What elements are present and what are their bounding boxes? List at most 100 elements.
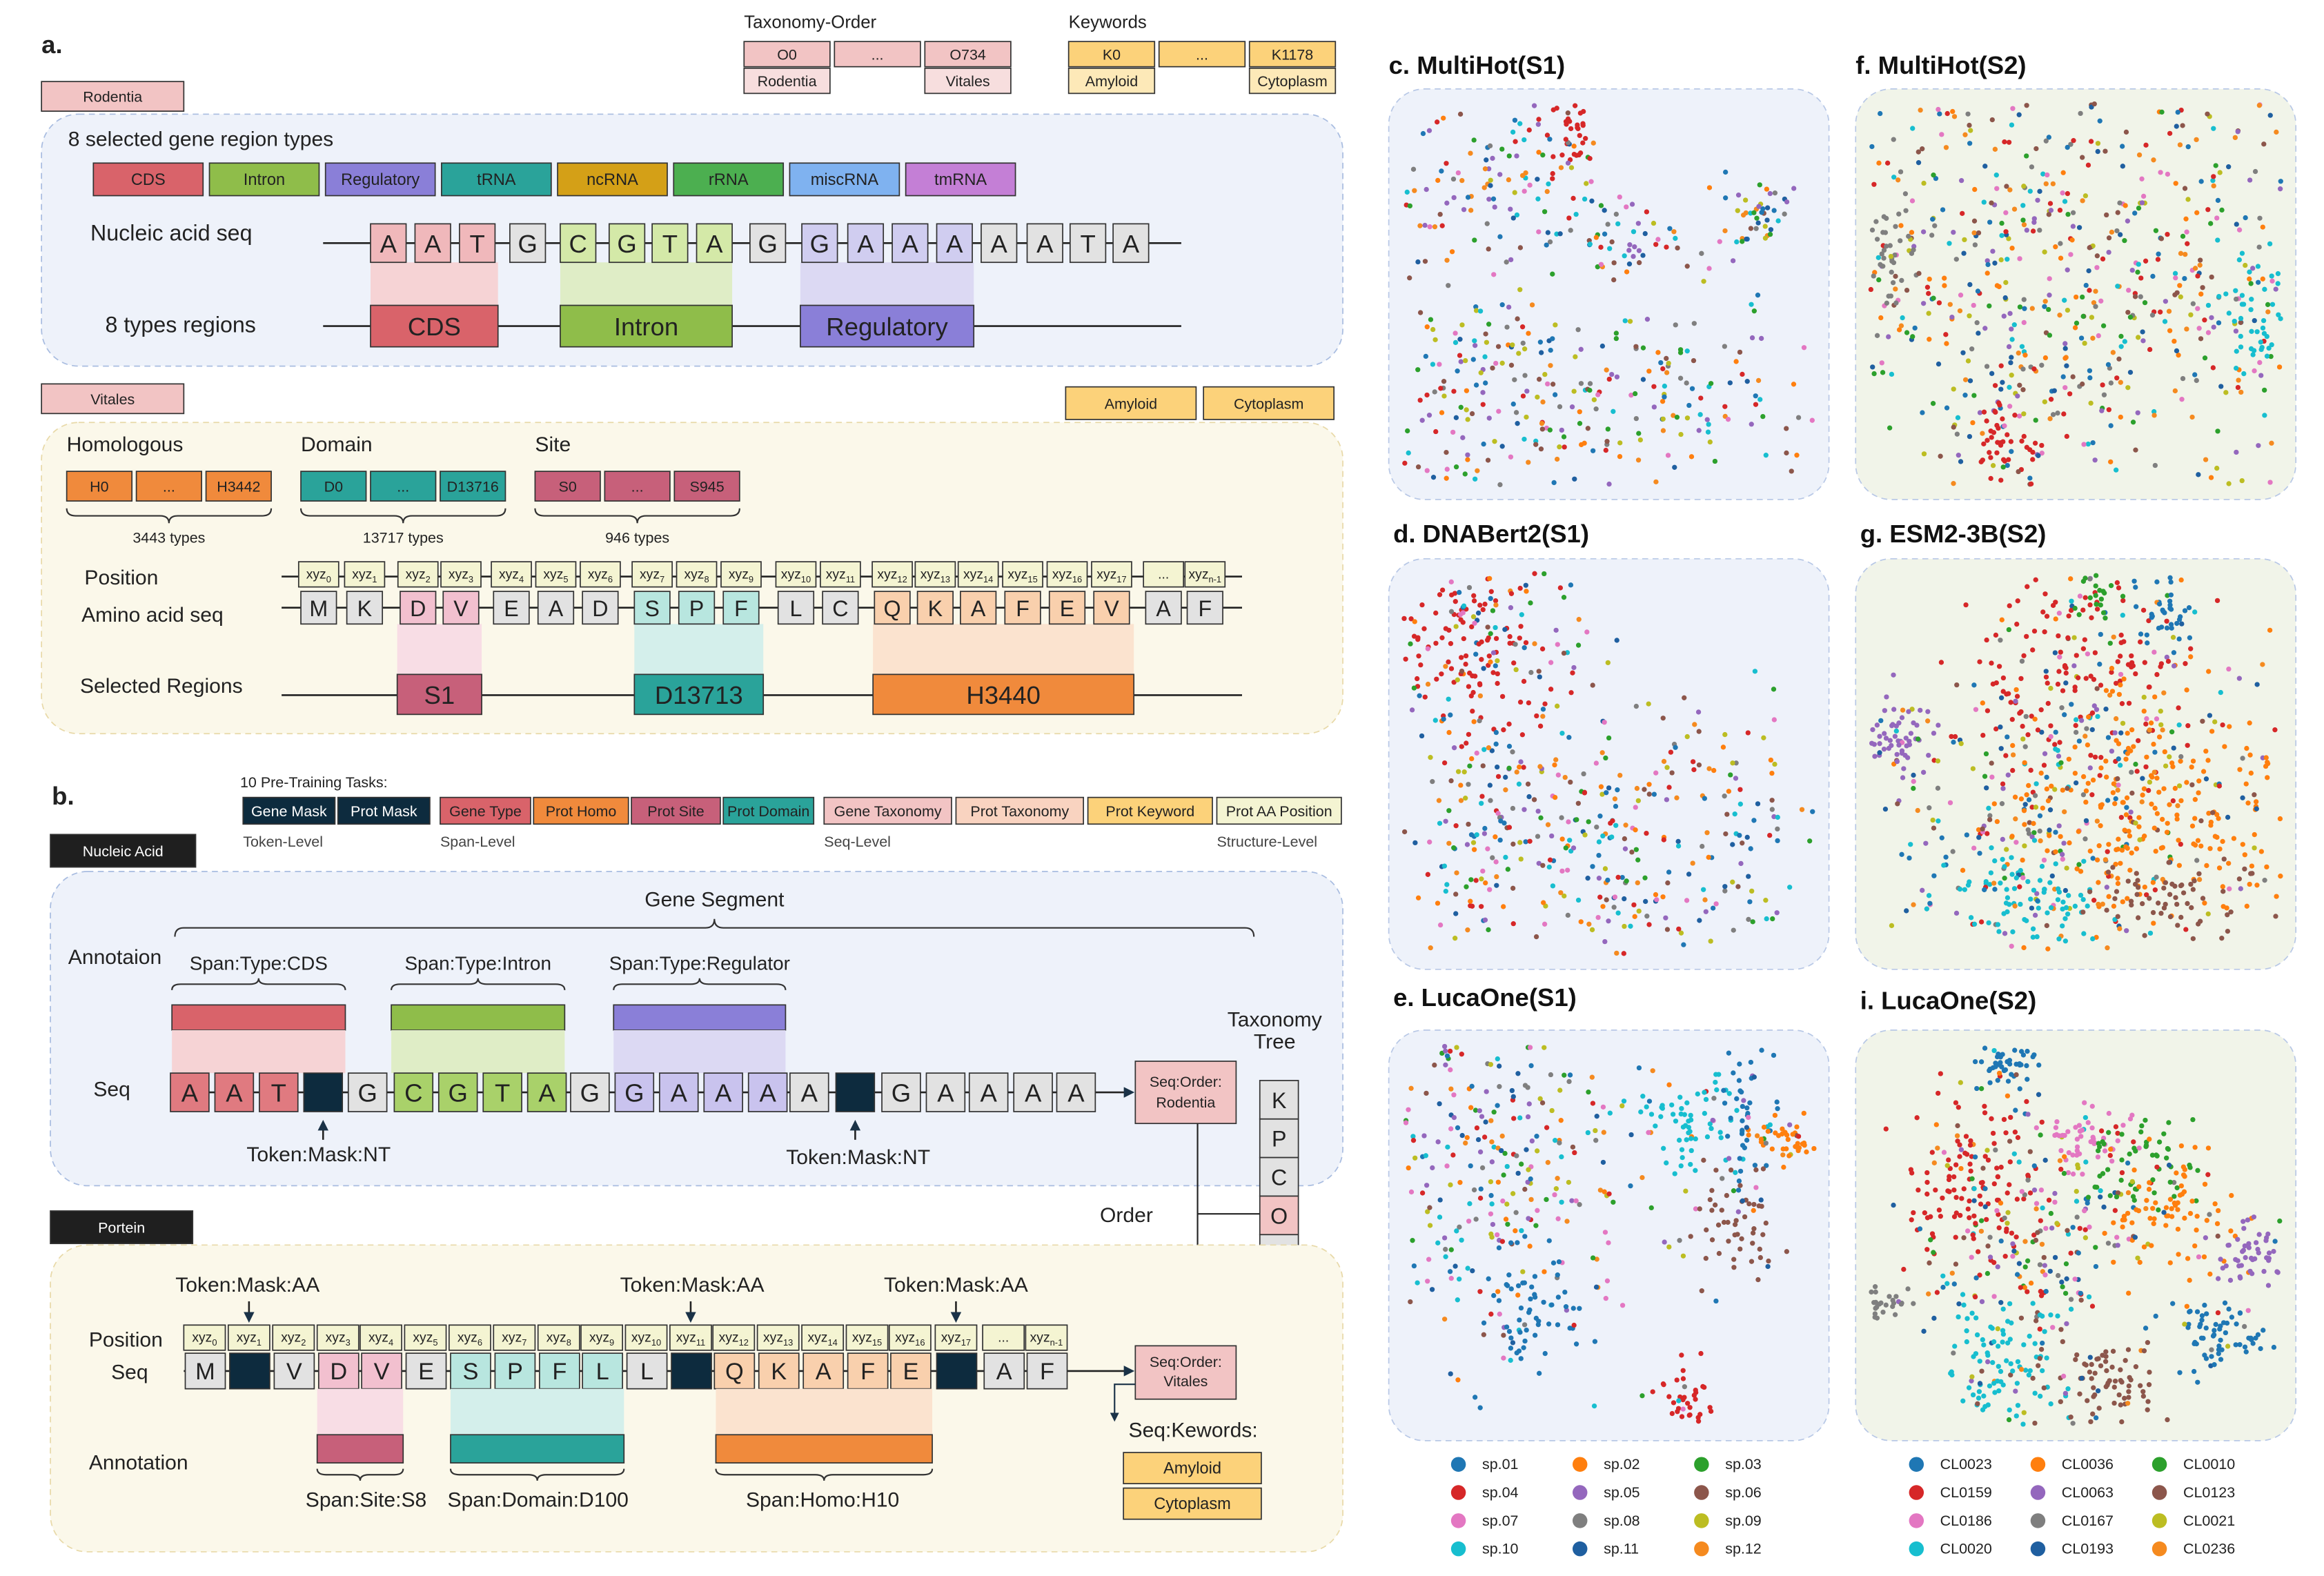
point [1550, 336, 1555, 342]
amino-acid-label: V [453, 596, 469, 621]
point [2129, 790, 2135, 796]
point [1911, 1301, 1916, 1306]
point [2185, 742, 2190, 748]
point [1664, 355, 1669, 362]
point [2058, 1327, 2064, 1332]
point [1484, 221, 1490, 226]
position-base: xyz [326, 1330, 346, 1345]
point [1927, 337, 1932, 342]
point [1731, 1257, 1737, 1262]
point [1708, 381, 1714, 386]
point [1958, 178, 1964, 184]
point [2013, 875, 2019, 880]
point [1515, 1292, 1521, 1298]
point [1471, 1187, 1477, 1193]
point [1971, 845, 1977, 851]
legend-swatch [1909, 1457, 1924, 1472]
point [1482, 354, 1488, 359]
point [2072, 903, 2078, 909]
point [2040, 171, 2046, 177]
position-box [272, 1324, 315, 1351]
point [1755, 1277, 1761, 1283]
point [1510, 1094, 1516, 1099]
point [1460, 435, 1466, 440]
nucleotide [1056, 1072, 1096, 1112]
point [2243, 262, 2248, 268]
point [1585, 426, 1591, 431]
point [2062, 355, 2068, 361]
point [1725, 1134, 1731, 1139]
point [1498, 818, 1504, 824]
point [2094, 857, 2100, 863]
point [2076, 612, 2082, 618]
point [1938, 1071, 1943, 1076]
point [1959, 1196, 1964, 1201]
point [1457, 1277, 1462, 1282]
point [2028, 1280, 2034, 1286]
point [2106, 1110, 2111, 1116]
point [1517, 245, 1524, 250]
point [1740, 840, 1745, 846]
point [2247, 881, 2252, 887]
position-sub: 15 [872, 1337, 882, 1348]
point [1416, 653, 1421, 659]
point [1507, 633, 1513, 640]
point [2203, 748, 2209, 754]
brace [299, 508, 506, 524]
point [2160, 609, 2166, 614]
point [2034, 891, 2040, 896]
point [1490, 650, 1497, 656]
point [1536, 669, 1542, 674]
point [2185, 900, 2190, 907]
point [1464, 407, 1469, 413]
point [2062, 1290, 2069, 1296]
legend-label: CL0186 [1940, 1513, 1992, 1529]
point [2007, 1061, 2013, 1067]
point [1935, 758, 1941, 764]
point [1517, 1330, 1523, 1335]
point [1996, 1343, 2001, 1349]
point [1702, 897, 1708, 903]
point [1920, 410, 1925, 415]
amino-acid-label: K [357, 596, 373, 621]
point [1704, 417, 1710, 422]
point [1673, 322, 1678, 328]
point [1753, 1167, 1759, 1173]
point [2226, 164, 2232, 170]
point [1737, 787, 1743, 792]
region-shade [613, 1030, 786, 1074]
point [1960, 210, 1965, 216]
point [1501, 727, 1506, 733]
point [1558, 890, 1564, 896]
point [2025, 1258, 2031, 1263]
mask-token [303, 1072, 344, 1112]
point [1557, 1087, 1563, 1093]
point [1401, 829, 1408, 835]
position-base: xyz [457, 1330, 477, 1345]
point [1758, 1136, 1764, 1142]
point [2030, 934, 2036, 940]
point [1874, 333, 1880, 338]
point [1750, 1230, 1756, 1236]
point [1726, 1239, 1731, 1244]
point [1602, 938, 1608, 945]
point [2110, 865, 2116, 870]
point [1510, 920, 1516, 927]
point [2014, 1272, 2020, 1277]
position-base: xyz [781, 567, 801, 582]
point [2174, 816, 2180, 822]
point [2231, 836, 2237, 841]
point [2118, 653, 2123, 659]
nucleotide [801, 223, 838, 264]
point [1998, 386, 2004, 392]
point [2060, 170, 2066, 175]
point [1707, 439, 1713, 445]
point [1506, 765, 1512, 771]
region-shade [716, 1388, 933, 1435]
point [1639, 1393, 1645, 1399]
point [1402, 460, 1408, 466]
point [2202, 1181, 2208, 1187]
point [1664, 1160, 1669, 1165]
position-label: xyz16 [895, 1330, 925, 1347]
point [1596, 852, 1602, 858]
